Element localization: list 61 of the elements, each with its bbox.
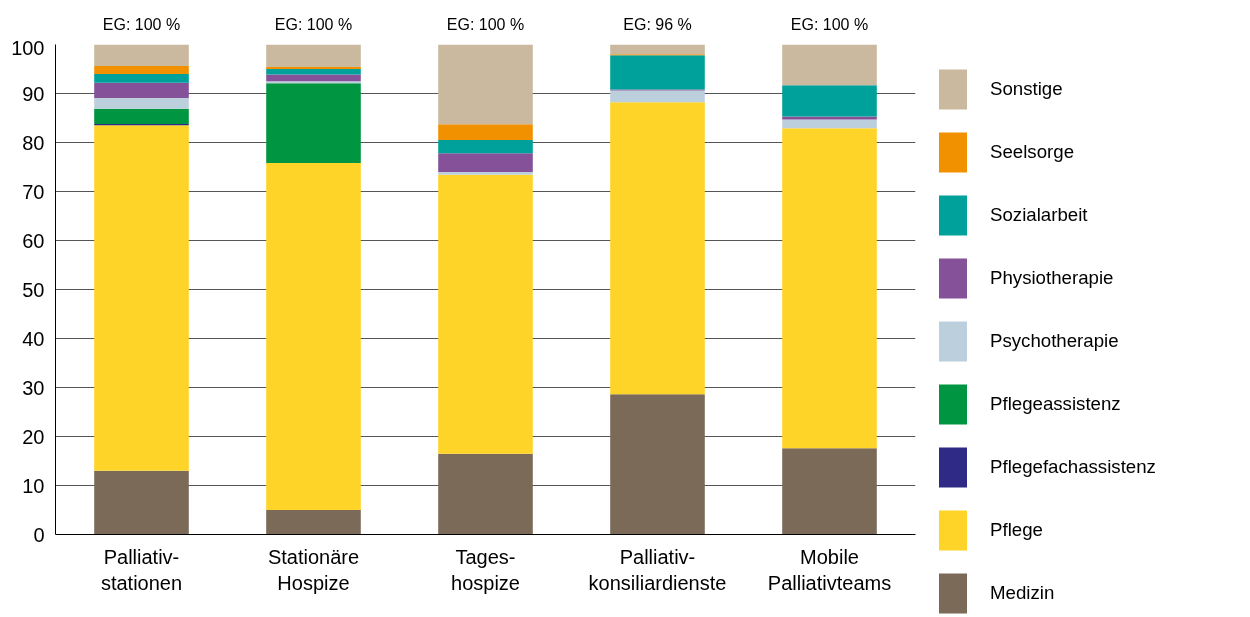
legend-label: Physiotherapie (990, 267, 1114, 289)
bar (94, 97, 189, 109)
bar (438, 153, 533, 172)
bar (266, 83, 361, 164)
bar (94, 470, 189, 535)
bar (438, 124, 533, 141)
y-tick-label: 100 (11, 36, 45, 59)
bar (782, 44, 877, 86)
bar (438, 44, 533, 125)
x-tick-label: Palliativ- konsiliardienste (588, 545, 727, 594)
y-tick-label: 60 (22, 229, 45, 252)
y-tick-label: 80 (22, 131, 45, 154)
legend-label: Pflegefachassistenz (990, 456, 1156, 478)
y-tick-label: 50 (22, 278, 45, 301)
bar (610, 90, 705, 103)
bar (782, 128, 877, 449)
bar (782, 85, 877, 117)
bar (438, 140, 533, 154)
bar (94, 73, 189, 83)
x-tick-label: Tages- hospize (451, 545, 520, 594)
bar (266, 510, 361, 535)
bar (610, 102, 705, 395)
legend-label: Pflegeassistenz (990, 393, 1121, 415)
legend-label: Psychotherapie (990, 330, 1119, 352)
bar (94, 66, 189, 74)
bar (610, 55, 705, 90)
bar (266, 163, 361, 510)
x-tick-label: Palliativ- stationen (100, 545, 183, 594)
x-tick-label: Stationäre Hospize (267, 545, 360, 594)
y-tick-label: 40 (22, 327, 45, 350)
bar (610, 44, 705, 55)
bar (438, 171, 533, 175)
bar (266, 44, 361, 68)
bar (438, 174, 533, 454)
y-tick-label: 20 (22, 425, 45, 448)
bar (438, 453, 533, 535)
bar (94, 44, 189, 67)
x-tick-label: Mobile Palliativteams (767, 545, 892, 594)
annotation: EG: 100 % (102, 15, 181, 33)
legend-label: Sonstige (990, 78, 1063, 100)
y-tick-label: 10 (22, 474, 45, 497)
legend-label: Sozialarbeit (990, 204, 1088, 226)
annotation: EG: 100 % (446, 15, 525, 33)
bar (94, 108, 189, 124)
annotation: EG: 100 % (790, 15, 869, 33)
y-tick-label: 90 (22, 82, 45, 105)
bar (266, 74, 361, 82)
annotation: EG: 96 % (623, 15, 692, 33)
bar (94, 125, 189, 471)
y-tick-label: 0 (33, 523, 45, 546)
legend-label: Medizin (990, 582, 1055, 604)
annotation: EG: 100 % (274, 15, 353, 33)
legend-label: Seelsorge (990, 141, 1075, 163)
bar (94, 82, 189, 98)
legend-label: Pflege (990, 519, 1043, 541)
bar (782, 448, 877, 535)
bar (610, 394, 705, 535)
y-tick-label: 70 (22, 180, 45, 203)
y-tick-label: 30 (22, 376, 45, 399)
bar (266, 69, 361, 75)
bar (782, 119, 877, 129)
